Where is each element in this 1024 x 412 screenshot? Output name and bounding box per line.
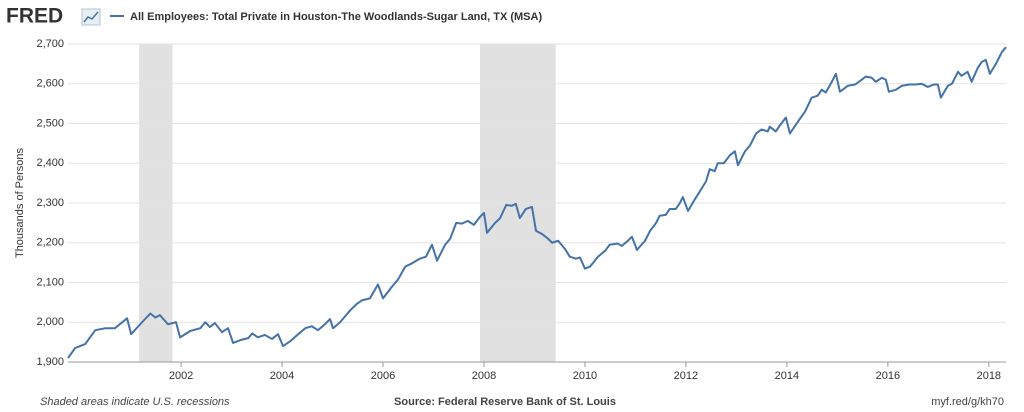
logo: FRED [6,5,63,28]
footer-note: Shaded areas indicate U.S. recessions [40,396,230,408]
x-tick-label: 2004 [270,370,294,382]
y-tick-label: 2,200 [36,237,64,249]
y-tick-label: 2,500 [36,117,64,129]
x-tick-label: 2006 [371,370,395,382]
logo-icon [81,8,101,26]
legend-label: All Employees: Total Private in Houston-… [130,11,542,23]
x-tick-label: 2002 [169,370,193,382]
y-tick-label: 2,600 [36,78,64,90]
y-tick-label: 2,300 [36,197,64,209]
series-line [67,46,1007,359]
footer-link: myf.red/g/kh70 [931,396,1004,408]
x-tick-label: 2016 [876,370,900,382]
y-tick-label: 1,900 [36,356,64,368]
x-tick-label: 2018 [977,370,1001,382]
y-tick-label: 2,000 [36,316,64,328]
y-axis-label: Thousands of Persons [14,147,26,258]
x-tick-label: 2008 [472,370,496,382]
x-tick-label: 2012 [674,370,698,382]
y-tick-label: 2,100 [36,276,64,288]
y-tick-label: 2,400 [36,157,64,169]
footer-source: Source: Federal Reserve Bank of St. Loui… [394,396,616,408]
x-tick-label: 2010 [573,370,597,382]
x-tick-label: 2014 [775,370,799,382]
y-tick-label: 2,700 [36,38,64,50]
